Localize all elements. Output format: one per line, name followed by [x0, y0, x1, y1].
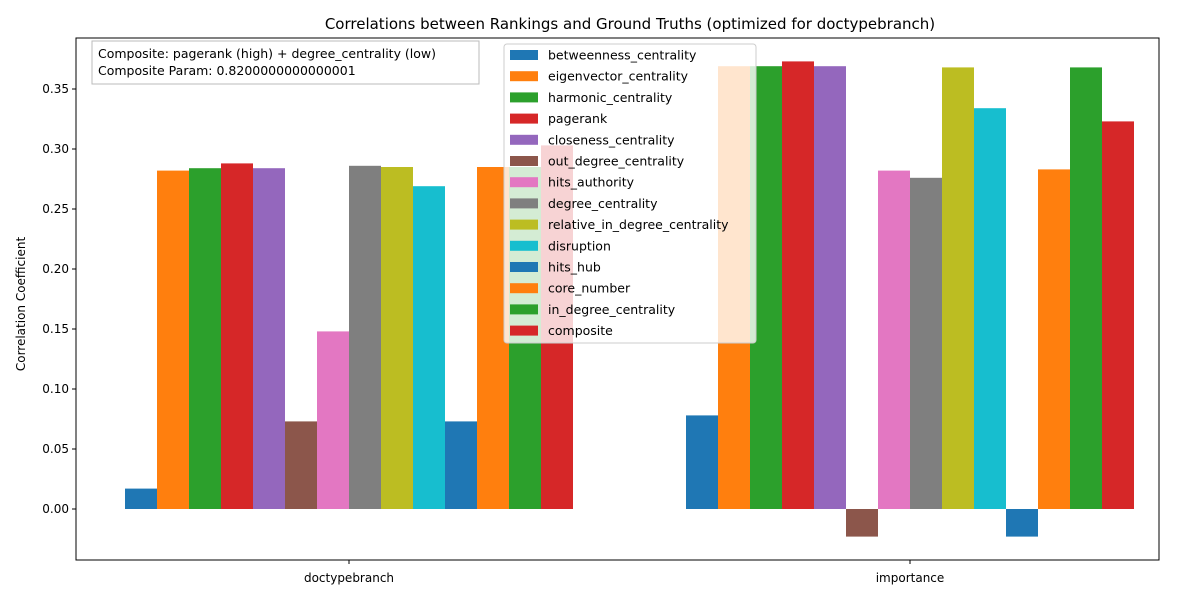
legend-label-betweenness_centrality: betweenness_centrality	[548, 48, 697, 63]
legend-swatch-hits_authority	[510, 177, 538, 188]
bar-in_degree_centrality-importance	[1070, 67, 1102, 510]
legend-swatch-disruption	[510, 240, 538, 251]
annotation-box: Composite: pagerank (high) + degree_cent…	[91, 40, 480, 85]
bar-relative_in_degree_centrality-doctypebranch	[381, 167, 413, 509]
bar-hits_authority-importance	[878, 170, 910, 509]
y-tick-label: 0.05	[42, 442, 69, 456]
bar-betweenness_centrality-importance	[686, 415, 718, 509]
bar-hits_hub-doctypebranch	[445, 421, 477, 509]
legend-label-closeness_centrality: closeness_centrality	[548, 132, 675, 147]
legend-swatch-in_degree_centrality	[510, 304, 538, 315]
annotation-frame	[91, 40, 480, 85]
bar-core_number-importance	[1038, 169, 1070, 509]
bar-betweenness_centrality-doctypebranch	[125, 488, 157, 509]
y-tick-label: 0.00	[42, 502, 69, 516]
plot-frame	[75, 37, 1160, 561]
bar-pagerank-doctypebranch	[221, 163, 253, 509]
legend-swatch-relative_in_degree_centrality	[510, 219, 538, 230]
y-axis: 0.00 0.05 0.10 0.15 0.20 0.25 0.30 0.35	[42, 82, 76, 516]
legend-swatch-closeness_centrality	[510, 134, 538, 145]
legend-swatch-core_number	[510, 283, 538, 294]
x-tick-label-importance: importance	[876, 571, 945, 585]
y-tick-label: 0.35	[42, 82, 69, 96]
bar-hits_hub-importance	[1006, 509, 1038, 537]
bar-out_degree_centrality-doctypebranch	[285, 421, 317, 509]
legend-label-out_degree_centrality: out_degree_centrality	[548, 154, 685, 169]
legend-swatch-eigenvector_centrality	[510, 71, 538, 82]
legend-label-harmonic_centrality: harmonic_centrality	[548, 90, 673, 105]
legend-swatch-betweenness_centrality	[510, 50, 538, 60]
legend-swatch-degree_centrality	[510, 198, 538, 209]
bar-relative_in_degree_centrality-importance	[942, 67, 974, 510]
bar-disruption-importance	[974, 108, 1006, 509]
x-axis: doctypebranch importance	[304, 560, 944, 585]
y-tick-label: 0.10	[42, 382, 69, 396]
bar-disruption-doctypebranch	[413, 186, 445, 509]
legend-label-disruption: disruption	[548, 238, 611, 253]
legend-label-hits_hub: hits_hub	[548, 260, 601, 275]
legend-swatch-harmonic_centrality	[510, 92, 538, 103]
legend-swatch-out_degree_centrality	[510, 156, 538, 166]
bar-closeness_centrality-doctypebranch	[253, 168, 285, 509]
legend-frame	[503, 43, 757, 344]
y-tick-label: 0.15	[42, 322, 69, 336]
chart-title: Correlations between Rankings and Ground…	[325, 15, 935, 33]
annotation-line: Composite Param: 0.8200000000000001	[98, 63, 356, 78]
legend-swatch-hits_hub	[510, 262, 538, 272]
legend-label-pagerank: pagerank	[548, 111, 608, 126]
y-tick-label: 0.25	[42, 202, 69, 216]
bar-degree_centrality-importance	[910, 177, 942, 510]
legend: betweenness_centrality eigenvector_centra…	[503, 43, 757, 344]
x-tick-label-doctypebranch: doctypebranch	[304, 571, 394, 585]
bar-out_degree_centrality-importance	[846, 509, 878, 537]
bar-degree_centrality-doctypebranch	[349, 165, 381, 510]
bar-harmonic_centrality-doctypebranch	[189, 168, 221, 509]
bar-composite-importance	[1102, 121, 1134, 510]
y-tick-label: 0.20	[42, 262, 69, 276]
legend-label-eigenvector_centrality: eigenvector_centrality	[548, 69, 689, 84]
y-tick-label: 0.30	[42, 142, 69, 156]
annotation-line: Composite: pagerank (high) + degree_cent…	[98, 46, 436, 61]
legend-label-hits_authority: hits_authority	[548, 175, 635, 190]
legend-swatch-pagerank	[510, 113, 538, 124]
legend-label-core_number: core_number	[548, 281, 631, 296]
bar-pagerank-importance	[782, 61, 814, 510]
legend-label-in_degree_centrality: in_degree_centrality	[548, 302, 676, 317]
bar-hits_authority-doctypebranch	[317, 331, 349, 509]
bar-closeness_centrality-importance	[814, 66, 846, 509]
legend-swatch-composite	[510, 325, 538, 336]
y-axis-label: Correlation Coefficient	[14, 237, 28, 372]
legend-label-composite: composite	[548, 323, 613, 338]
bar-eigenvector_centrality-doctypebranch	[157, 170, 189, 509]
legend-label-degree_centrality: degree_centrality	[548, 196, 658, 211]
legend-label-relative_in_degree_centrality: relative_in_degree_centrality	[548, 217, 729, 232]
